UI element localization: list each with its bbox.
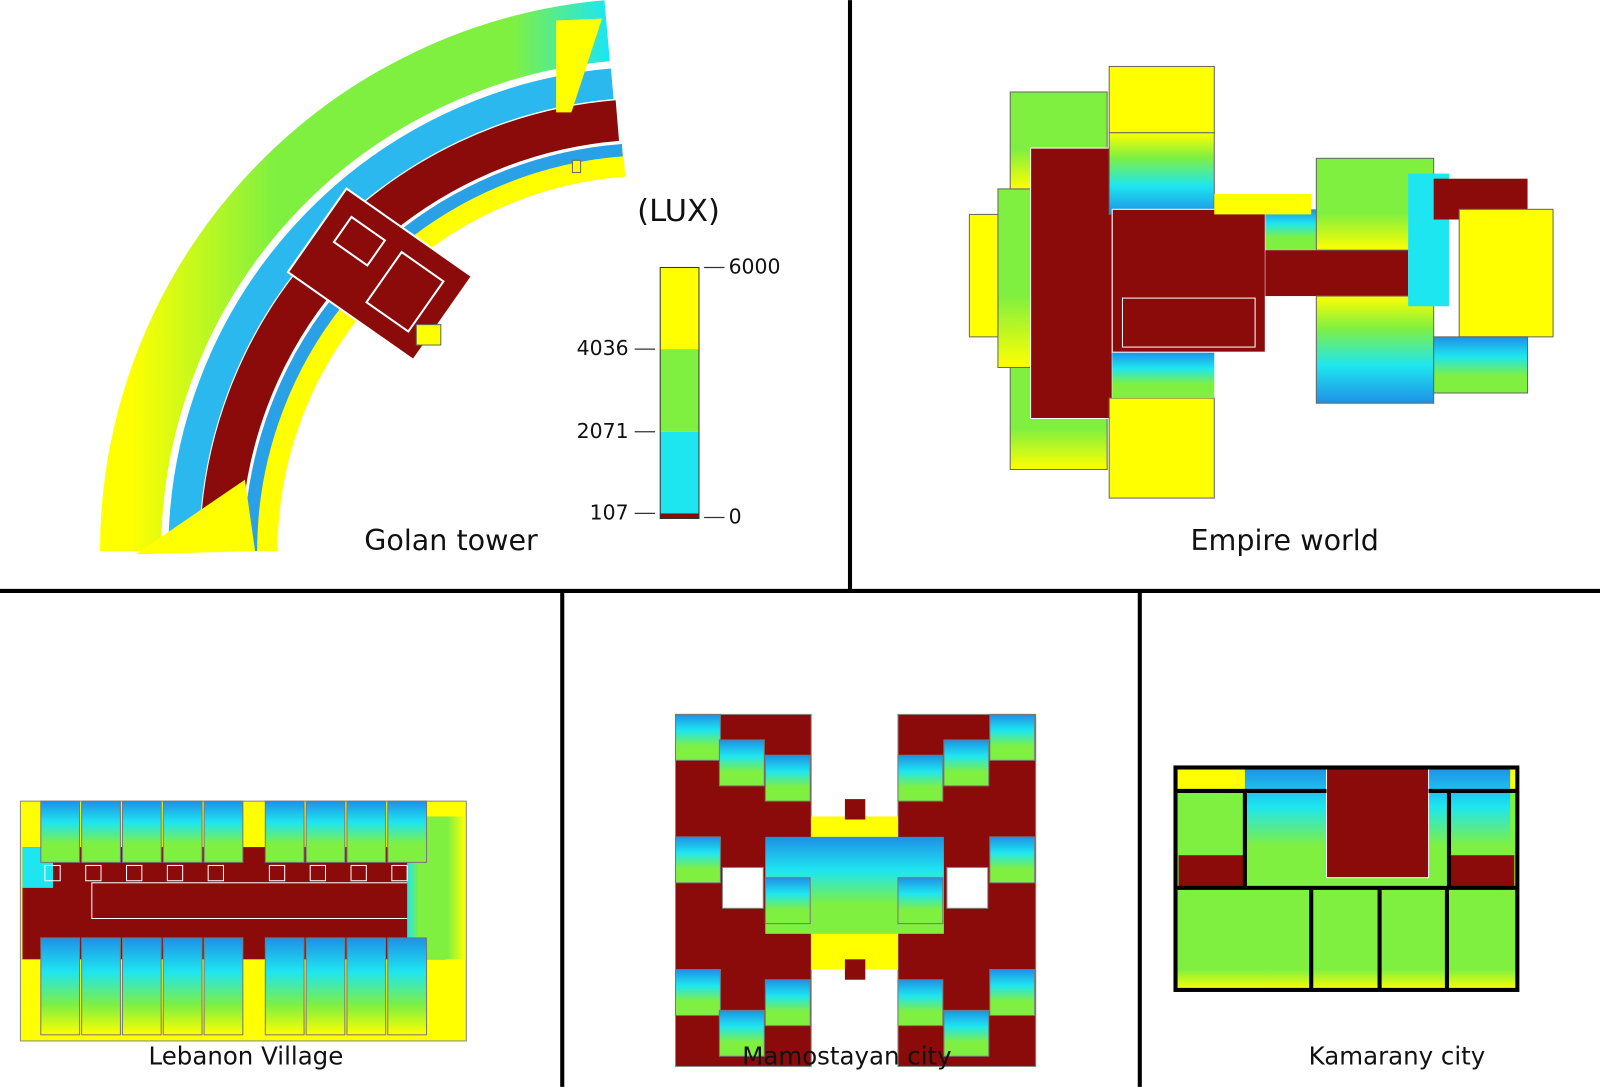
room [346, 937, 387, 1036]
room [675, 836, 721, 884]
legend-tick-label: 6000 [729, 254, 781, 278]
legend-tick-label: 2071 [577, 419, 629, 443]
room [764, 979, 811, 1027]
room [40, 937, 81, 1036]
room [268, 864, 286, 882]
room [207, 864, 224, 882]
room [264, 937, 305, 1036]
room [897, 877, 944, 925]
legend-tick-label: 107 [590, 500, 629, 524]
legend-band [660, 349, 699, 432]
legend-band [660, 267, 699, 350]
room [764, 877, 811, 925]
room [203, 937, 244, 1036]
empire-plan [968, 65, 1554, 499]
room [718, 739, 765, 787]
legend-band [660, 431, 699, 514]
kamarany-plan [1173, 765, 1520, 992]
room [718, 1009, 765, 1057]
room [943, 739, 990, 787]
lebanon-plan [19, 800, 467, 1042]
room [162, 937, 203, 1036]
room [121, 800, 162, 863]
legend-band [660, 513, 699, 519]
room [350, 864, 367, 882]
room [203, 800, 244, 863]
panel-label: Golan tower [364, 523, 538, 557]
room [126, 864, 143, 882]
room [85, 864, 102, 882]
room [675, 969, 721, 1016]
room [305, 800, 346, 863]
legend-tick-label: 0 [729, 504, 742, 528]
room [387, 800, 428, 863]
mamostayan-plan [675, 713, 1037, 1067]
panel-label: Empire world [1191, 523, 1379, 557]
room [897, 979, 944, 1027]
room [81, 800, 121, 863]
room [264, 800, 305, 863]
room [897, 754, 944, 802]
panel-label: Lebanon Village [149, 1041, 344, 1070]
room [989, 969, 1036, 1016]
legend-tick-label: 4036 [577, 336, 629, 360]
room [387, 937, 428, 1036]
room [166, 864, 184, 882]
room [40, 800, 81, 863]
room [764, 754, 811, 802]
room [943, 1009, 990, 1057]
golan-plan [100, 0, 626, 555]
legend-title: (LUX) [637, 194, 720, 229]
room [989, 713, 1036, 761]
panel-label: Mamostayan city [742, 1041, 951, 1070]
room [309, 864, 327, 882]
panel-label: Kamarany city [1309, 1041, 1486, 1070]
room [44, 864, 61, 882]
color-legend: (LUX) 6000 4036 2071 107 0 [577, 194, 781, 529]
room [162, 800, 203, 863]
room [121, 937, 162, 1036]
room [675, 713, 721, 761]
room [81, 937, 121, 1036]
room [305, 937, 346, 1036]
room [346, 800, 387, 863]
room [989, 836, 1036, 884]
room [391, 864, 408, 882]
